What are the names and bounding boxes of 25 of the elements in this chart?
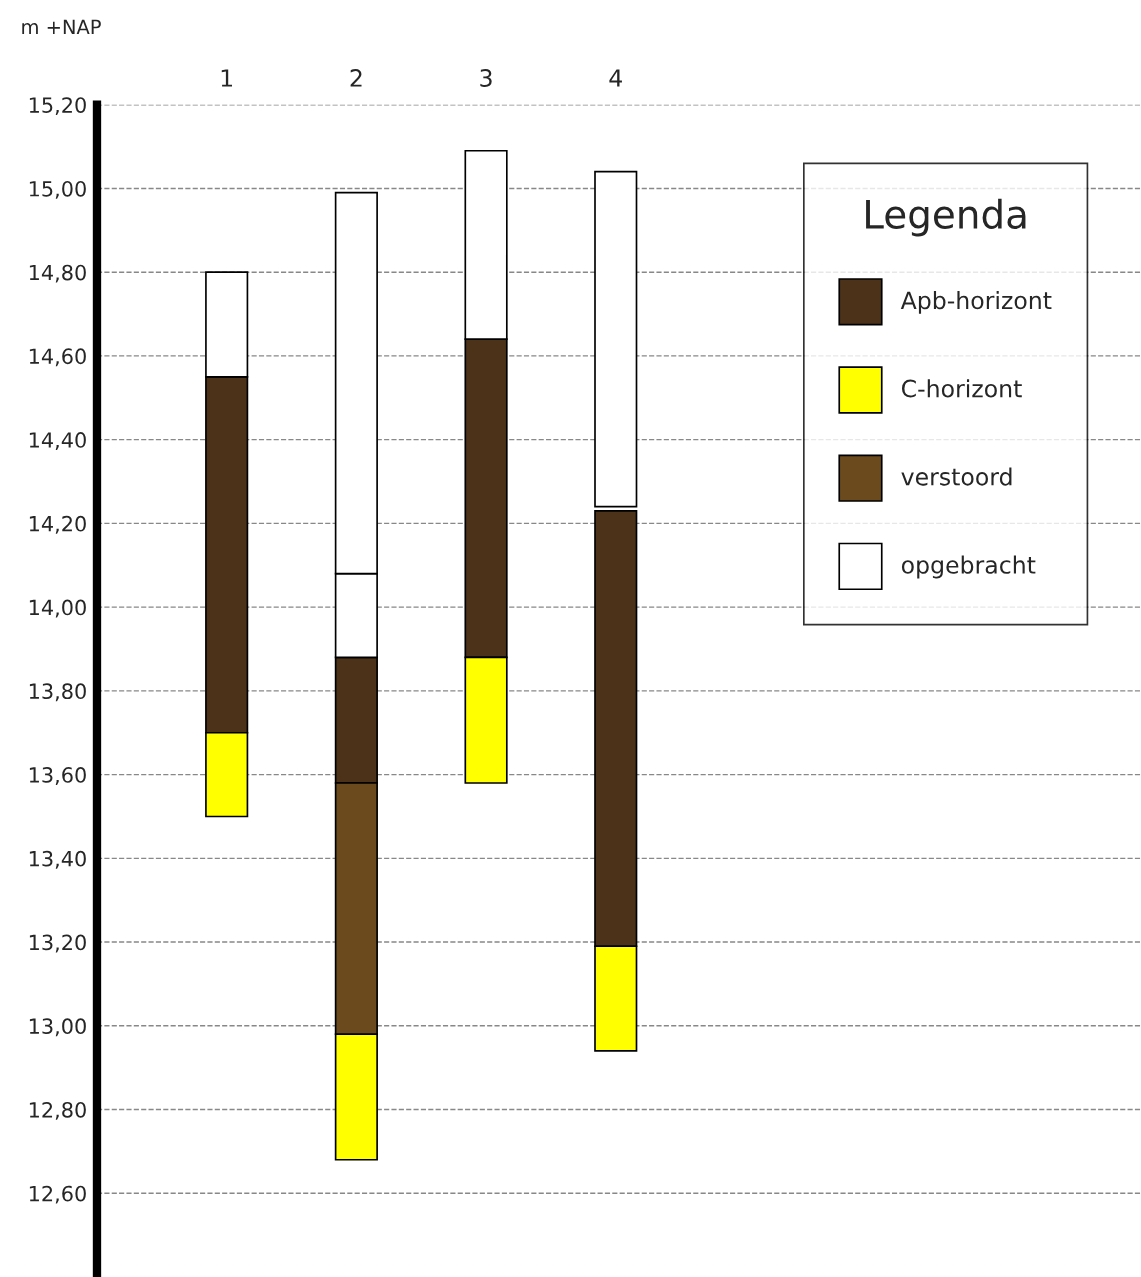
x-tick-label: 4	[609, 69, 622, 87]
y-axis-title: m +NAP	[22, 19, 101, 34]
y-tick-label: 13,60	[29, 767, 86, 785]
y-tick-label: 13,80	[29, 683, 86, 702]
y-tick-label: 13,20	[29, 934, 86, 953]
x-tick-label: 3	[480, 69, 492, 87]
legend-label: C-horizont	[901, 379, 1022, 398]
legend-label: opgebracht	[901, 555, 1036, 579]
y-tick-label: 12,80	[29, 1101, 86, 1120]
bar	[594, 170, 638, 508]
y-tick-label: 14,60	[29, 348, 86, 367]
legend-label: Apb-horizont	[900, 291, 1052, 314]
x-tick-label: 2	[350, 69, 362, 87]
y-tick-label: 13,00	[29, 1018, 86, 1037]
y-tick-label: 14,40	[29, 432, 86, 450]
y-tick-label: 15,20	[29, 97, 86, 116]
legend-title: Legenda	[866, 198, 1026, 237]
y-tick-label: 14,80	[29, 264, 86, 283]
y-tick-label: 14,00	[29, 599, 86, 618]
legend-label: verstoord	[901, 467, 1012, 486]
y-tick-label: 14,20	[29, 515, 86, 534]
y-tick-label: 13,40	[29, 850, 86, 869]
y-tick-label: 12,60	[29, 1185, 86, 1204]
y-tick-label: 15,00	[29, 180, 86, 199]
x-tick-label: 1	[221, 69, 233, 87]
